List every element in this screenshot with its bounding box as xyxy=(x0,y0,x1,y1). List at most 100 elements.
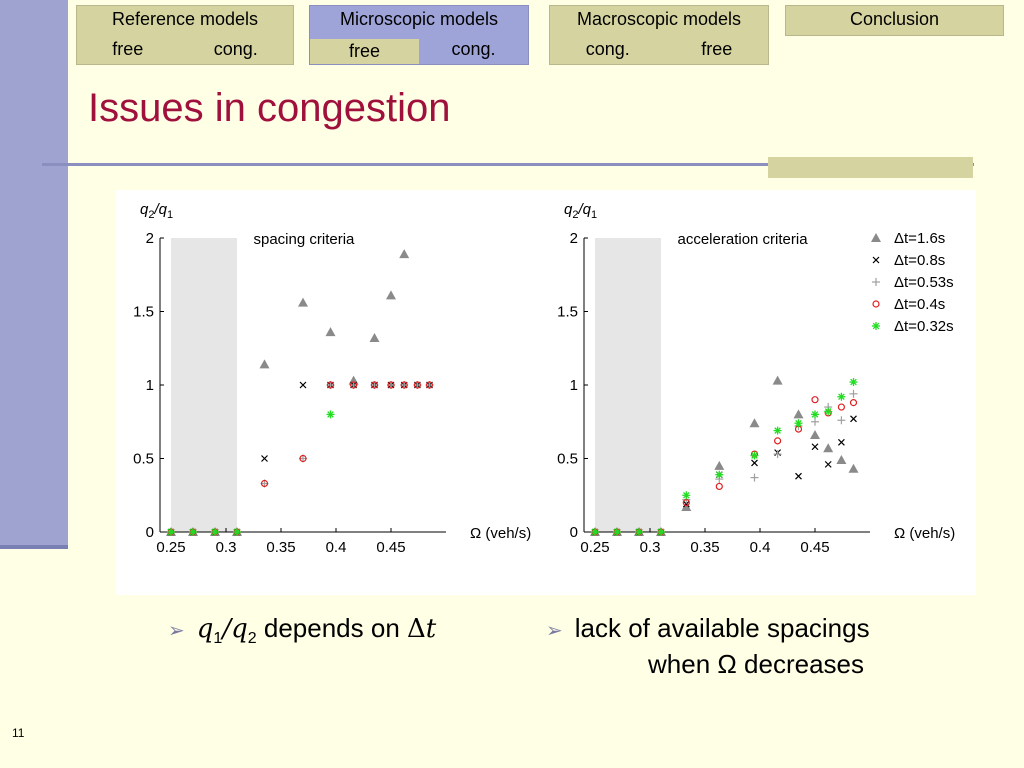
chart2-legend-marker-triangle xyxy=(871,233,881,242)
nav-microscopic-models[interactable]: Microscopic models free cong. xyxy=(309,5,529,65)
chart2-point-triangle xyxy=(836,454,847,464)
nav-reference-cong[interactable]: cong. xyxy=(213,39,258,59)
chart1-point-circle xyxy=(350,381,358,389)
chart2-point-cross-b xyxy=(811,443,819,451)
chart2-point-star xyxy=(657,528,665,536)
nav-reference-free[interactable]: free xyxy=(112,39,144,59)
left-decor-bar xyxy=(0,0,68,548)
chart2-point-star xyxy=(591,528,599,536)
chart2-ytick-label: 0 xyxy=(570,524,578,541)
chart1-point-circle xyxy=(425,381,434,389)
chart1-ytick-label: 2 xyxy=(146,230,154,247)
chart1-ytick-label: 1 xyxy=(146,377,154,394)
chart1-point-triangle xyxy=(325,327,336,337)
bullet-2-line2: when Ω decreases xyxy=(648,649,864,679)
chart2-point-cross xyxy=(837,438,845,446)
chart2-point-star-3 xyxy=(795,419,802,427)
chart2-legend-marker-cross-b xyxy=(872,256,880,264)
chart2-legend-label: Δt=0.53s xyxy=(894,274,954,291)
chart2-legend-label: Δt=0.32s xyxy=(894,318,954,335)
chart2-point-star-3 xyxy=(751,452,758,459)
chart2-point-circle xyxy=(773,437,782,445)
nav-reference-models[interactable]: Reference models free cong. xyxy=(76,5,294,65)
chart2-point-star-3 xyxy=(657,528,665,536)
chart2-point-triangle xyxy=(749,418,760,428)
chart1-point-circle xyxy=(400,381,408,389)
nav-microscopic-free[interactable]: free xyxy=(310,39,419,64)
chart2-point-cross xyxy=(751,459,758,467)
title-rule-box xyxy=(768,157,973,178)
chart2-point-star-3 xyxy=(850,378,857,386)
chart2-legend-marker-circle xyxy=(872,300,880,308)
chart2-ytick-label: 0.5 xyxy=(557,451,578,468)
bullet-1-delta: Δ xyxy=(407,614,426,644)
chart2-point-cross-b xyxy=(795,472,802,480)
chart2-point-star xyxy=(837,392,846,401)
bullet-2-cont: when Ω decreases xyxy=(546,646,966,682)
bullet-1-text: depends on xyxy=(256,613,408,643)
chart1-ytick-label: 0.5 xyxy=(133,451,154,468)
bullet-1-q2: q xyxy=(231,614,248,644)
bullet-arrow-icon: ➢ xyxy=(168,620,185,642)
chart2-point-star-3 xyxy=(613,528,621,536)
chart1-point-star-3 xyxy=(189,528,197,536)
left-decor-line xyxy=(0,545,68,549)
chart2-point-star xyxy=(824,407,833,416)
chart2-point-circle xyxy=(837,403,846,411)
nav-macroscopic-free[interactable]: free xyxy=(701,39,733,59)
chart2-point-triangle xyxy=(810,429,820,439)
scatter-figure: 0 0.5 1 1.5 2 0.25 0.3 0.35 0.4 0.45 q2/q1 Ω (veh/s… xyxy=(133,201,955,556)
chart2-xtick-label: 0.45 xyxy=(800,539,829,556)
figure-panel: 0 0.5 1 1.5 2 0.25 0.3 0.35 0.4 0.45 q2/q1 Ω (veh/s… xyxy=(116,190,976,595)
chart2-point-star-3 xyxy=(591,528,599,536)
chart1-point-triangle xyxy=(298,297,308,307)
chart2-point-cross-b xyxy=(682,500,690,508)
chart2-point-star xyxy=(750,451,759,460)
chart1-shaded-region xyxy=(171,238,237,532)
chart2-point-triangle xyxy=(793,409,804,419)
chart2-point-cross-b xyxy=(751,459,758,467)
nav-microscopic-cong[interactable]: cong. xyxy=(451,39,496,59)
chart2-ytick-label: 1 xyxy=(570,377,578,394)
chart2-legend-label: Δt=0.8s xyxy=(894,252,945,269)
chart1-point-circle xyxy=(387,381,395,389)
chart2-point-cross-b xyxy=(837,438,845,446)
chart2-ytick-label: 1.5 xyxy=(557,304,578,321)
chart2-point-circle xyxy=(811,396,819,404)
chart2-point-cross xyxy=(795,472,802,480)
chart1-xlabel: Ω (veh/s) xyxy=(470,525,531,542)
page-title: Issues in congestion xyxy=(88,86,451,130)
chart1-annotation: spacing criteria xyxy=(254,231,356,248)
chart1-point-circle xyxy=(260,479,269,488)
chart2-xlabel: Ω (veh/s) xyxy=(894,525,955,542)
chart2-point-plus xyxy=(811,417,819,426)
chart2-legend-label: Δt=0.4s xyxy=(894,296,945,313)
bullet-arrow-icon: ➢ xyxy=(546,620,563,642)
chart2-point-plus xyxy=(849,389,858,398)
bullet-1-q: q xyxy=(196,614,214,644)
chart1-point-star-3 xyxy=(211,528,219,536)
chart2-legend-marker-star xyxy=(872,322,880,330)
chart1-xtick-label: 0.25 xyxy=(156,539,185,556)
nav-conclusion-label: Conclusion xyxy=(849,9,940,29)
chart2-point-star xyxy=(794,419,803,428)
chart1-point-triangle xyxy=(259,359,270,369)
chart2-xtick-label: 0.35 xyxy=(690,539,719,556)
chart1-ytick-label: 0 xyxy=(146,524,154,541)
chart1-point-circle xyxy=(299,454,307,463)
chart2-point-cross xyxy=(811,443,819,451)
chart2-point-star-3 xyxy=(838,393,845,401)
chart1-point-circle xyxy=(370,381,379,389)
chart1-xtick-label: 0.35 xyxy=(266,539,295,556)
chart2-annotation: acceleration criteria xyxy=(678,231,809,248)
chart2-point-star xyxy=(849,378,858,387)
chart1-point-circle xyxy=(413,381,421,389)
chart1-point-star xyxy=(189,528,197,536)
bullet-2: ➢ lack of available spacings xyxy=(546,610,870,649)
nav-macroscopic-models[interactable]: Macroscopic models cong. free xyxy=(549,5,769,65)
chart2-ylabel: q2/q1 xyxy=(564,201,597,221)
nav-conclusion[interactable]: Conclusion xyxy=(785,5,1004,36)
nav-macroscopic-cong[interactable]: cong. xyxy=(585,39,630,59)
chart2-xtick-label: 0.3 xyxy=(640,539,661,556)
chart1-xtick-label: 0.4 xyxy=(326,539,347,556)
